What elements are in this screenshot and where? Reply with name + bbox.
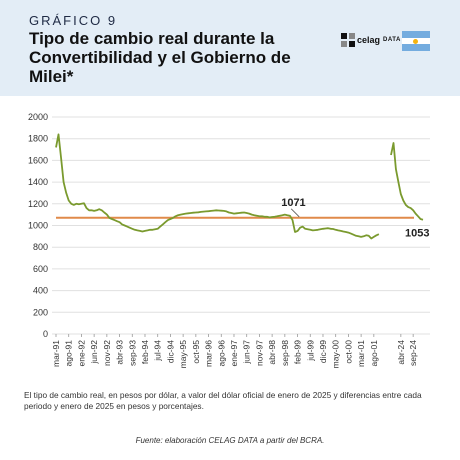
x-tick-label: feb-99 <box>293 340 303 364</box>
x-tick-label: sep-24 <box>408 340 418 366</box>
annotation-leader <box>290 208 300 218</box>
exchange-rate-chart: 0 200 400 600 800 1000 1200 1400 1600 1800 2000 107… <box>28 112 430 369</box>
chart-source: Fuente: elaboración CELAG DATA a partir … <box>135 436 325 445</box>
y-tick-label: 1200 <box>28 199 48 209</box>
y-tick-label: 1000 <box>28 221 48 231</box>
x-tick-label: oct-95 <box>191 340 201 364</box>
x-tick-label: may-95 <box>178 340 188 369</box>
series-line-convertibilidad <box>55 133 380 240</box>
y-tick-label: 200 <box>33 307 48 317</box>
x-tick-label: ago-01 <box>369 340 379 367</box>
header-band: GRÁFICO 9 Tipo de cambio real durante la… <box>0 0 460 96</box>
y-tick-label: 1400 <box>28 177 48 187</box>
y-tick-label: 2000 <box>28 112 48 122</box>
x-tick-label: mar-01 <box>356 340 366 367</box>
flag-stripe-bottom <box>402 44 430 51</box>
x-tick-label: jul-94 <box>153 340 163 362</box>
celag-logo: celag DATA <box>341 33 401 47</box>
chart-title: Tipo de cambio real durante la Convertib… <box>29 29 291 86</box>
flag-stripe-top <box>402 31 430 38</box>
celag-logo-mark-icon <box>341 33 355 47</box>
argentina-flag-icon <box>402 31 430 51</box>
x-tick-label: dic-94 <box>165 340 175 363</box>
x-tick-label: sep-93 <box>127 340 137 366</box>
x-tick-label: abr-24 <box>396 340 406 365</box>
y-tick-label: 800 <box>33 242 48 252</box>
x-tick-label: jul-99 <box>305 340 315 362</box>
logo-text: celag <box>357 35 381 45</box>
x-tick-label: nov-97 <box>254 340 264 366</box>
y-tick-label: 600 <box>33 264 48 274</box>
y-tick-label: 1800 <box>28 134 48 144</box>
series-line-milei <box>390 142 424 221</box>
x-tick-label: abr-93 <box>115 340 125 365</box>
x-tick-label: ene-92 <box>76 340 86 367</box>
end-value-label: 1053 <box>405 228 429 240</box>
x-tick-label: may-00 <box>331 340 341 369</box>
x-tick-label: dic-99 <box>318 340 328 363</box>
flag-stripe-middle <box>402 37 430 45</box>
x-tick-label: abr-98 <box>267 340 277 365</box>
logo-subtext: DATA <box>383 37 401 43</box>
y-tick-label: 1600 <box>28 155 48 165</box>
flag-sun-icon <box>413 38 418 44</box>
reference-value-label: 1071 <box>281 197 305 209</box>
y-tick-label: 0 <box>43 329 48 339</box>
x-tick-label: mar-91 <box>51 340 61 367</box>
x-tick-label: sep-98 <box>280 340 290 366</box>
x-tick-label: ago-91 <box>64 340 74 367</box>
x-tick-label: oct-00 <box>343 340 353 364</box>
x-tick-label: ago-96 <box>216 340 226 367</box>
x-tick-label: mar-96 <box>204 340 214 367</box>
y-tick-label: 400 <box>33 286 48 296</box>
figure-kicker: GRÁFICO 9 <box>29 13 118 28</box>
x-tick-label: nov-92 <box>102 340 112 366</box>
x-tick-label: feb-94 <box>140 340 150 364</box>
x-tick-label: jun-97 <box>242 340 252 365</box>
chart-note: El tipo de cambio real, en pesos por dól… <box>24 390 422 411</box>
x-tick-label: ene-97 <box>229 340 239 367</box>
x-tick-label: jun-92 <box>89 340 99 365</box>
